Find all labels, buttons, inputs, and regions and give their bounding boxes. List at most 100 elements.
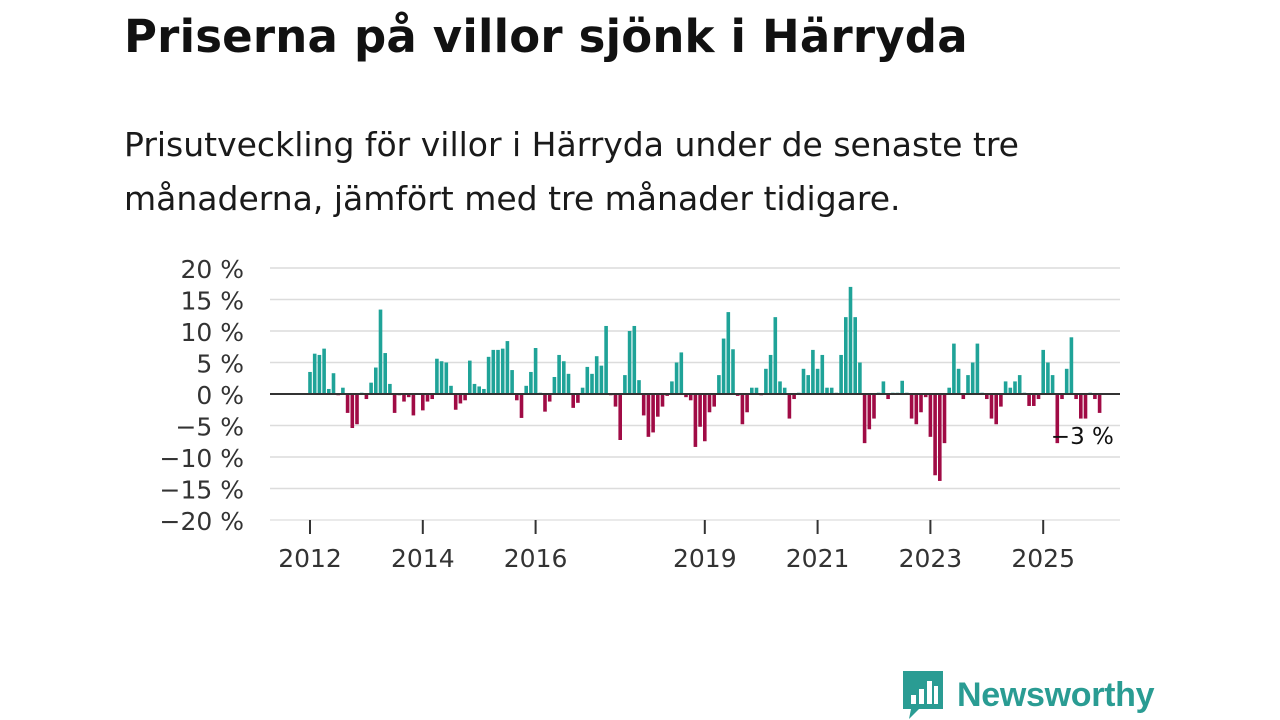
bar — [1032, 394, 1036, 406]
y-tick-label: 10 % — [180, 318, 244, 347]
bar — [580, 387, 585, 394]
bar — [670, 381, 674, 394]
bar — [1097, 394, 1102, 413]
bar — [406, 394, 411, 398]
bar — [1060, 394, 1064, 400]
bar — [618, 394, 622, 440]
bar — [543, 394, 547, 412]
bar — [712, 394, 716, 407]
bar — [872, 394, 876, 419]
bar — [383, 353, 387, 394]
bar — [721, 338, 726, 394]
y-tick-label: −15 % — [160, 476, 244, 505]
bar — [646, 394, 651, 437]
bar — [656, 394, 660, 417]
bar — [961, 394, 966, 400]
bar — [754, 387, 759, 394]
bar — [989, 394, 994, 419]
x-tick-label: 2014 — [391, 544, 455, 573]
bar — [994, 394, 998, 425]
bar — [839, 354, 843, 394]
bar — [449, 385, 453, 394]
bar — [829, 387, 834, 394]
bar — [547, 394, 552, 402]
bar — [345, 394, 350, 413]
bar — [731, 349, 735, 394]
bar — [815, 368, 820, 394]
bar — [552, 376, 557, 394]
bar — [341, 387, 345, 394]
bar — [970, 362, 975, 394]
bar — [576, 394, 580, 403]
bar — [750, 387, 754, 394]
bar — [463, 394, 467, 401]
bar — [486, 356, 491, 394]
bar — [557, 354, 561, 394]
bar — [782, 387, 787, 394]
bar — [773, 317, 778, 394]
bar — [519, 394, 524, 418]
y-tick-label: 15 % — [180, 287, 244, 316]
bar — [1036, 394, 1041, 400]
bar — [477, 386, 481, 394]
bar — [590, 373, 594, 394]
bar — [613, 394, 618, 407]
bar — [693, 394, 698, 447]
bar — [914, 394, 919, 425]
x-tick-label: 2025 — [1011, 544, 1075, 573]
bar — [571, 394, 575, 408]
bar — [562, 361, 566, 394]
bar — [848, 286, 853, 394]
bar — [491, 349, 496, 394]
bar — [787, 394, 792, 419]
bar — [1041, 349, 1045, 394]
bar — [453, 394, 458, 410]
bar — [637, 380, 641, 394]
bar — [1027, 394, 1031, 406]
bar — [439, 361, 444, 394]
bar — [938, 394, 942, 481]
bar — [623, 375, 627, 394]
bar — [862, 394, 867, 444]
bar — [881, 381, 886, 394]
bar — [956, 368, 961, 394]
bar — [1064, 368, 1069, 394]
bar — [707, 394, 712, 413]
bar — [388, 383, 392, 394]
bar — [312, 353, 317, 394]
bar — [919, 394, 923, 413]
bar — [1046, 362, 1050, 394]
bar — [421, 394, 425, 411]
bar — [764, 368, 768, 394]
newsworthy-logo-text: Newsworthy — [957, 675, 1155, 714]
bar — [1083, 394, 1088, 419]
x-tick-label: 2023 — [899, 544, 963, 573]
bar — [792, 394, 796, 400]
bar — [933, 394, 937, 476]
bar — [425, 394, 430, 402]
bar — [778, 381, 782, 394]
bar — [411, 394, 416, 416]
y-tick-label: 20 % — [180, 255, 244, 284]
newsworthy-logo-icon — [903, 671, 943, 719]
bar — [966, 375, 970, 394]
bar — [524, 385, 528, 394]
bar — [594, 356, 599, 394]
bar — [458, 394, 463, 404]
bar — [1003, 381, 1008, 394]
bar — [430, 394, 434, 400]
bar — [496, 349, 500, 394]
bar — [566, 373, 571, 394]
bar — [627, 331, 632, 394]
bar — [510, 370, 514, 394]
bar — [392, 394, 397, 413]
axes: 20 % 15 %10 % 5 %0 % −5 %−10 % −15 %−20 % 201… — [160, 255, 1120, 573]
bar — [500, 348, 505, 394]
bar — [369, 382, 373, 394]
bar — [801, 368, 806, 394]
bar — [1050, 375, 1055, 394]
bar — [768, 354, 773, 394]
bar — [844, 317, 848, 394]
bar-chart: 20 % 15 %10 % 5 %0 % −5 %−10 % −15 %−20 % 201… — [160, 255, 1120, 573]
bar — [632, 325, 637, 394]
